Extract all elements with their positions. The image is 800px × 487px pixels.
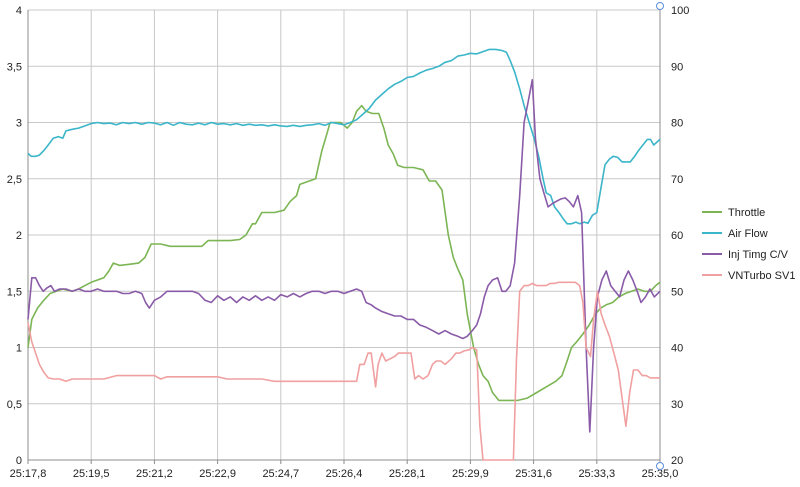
x-tick-label: 25:29,9 <box>452 468 489 480</box>
series-line-inj-timg-c-v <box>27 79 661 433</box>
axis-selection-handle[interactable] <box>656 2 664 10</box>
y-left-tick-label: 4 <box>16 5 22 17</box>
x-tick-label: 25:31,6 <box>515 468 552 480</box>
series-line-air-flow <box>27 48 661 225</box>
x-tick-label: 25:35,0 <box>642 468 679 480</box>
x-tick-label: 25:19,5 <box>73 468 110 480</box>
x-tick-label: 25:24,7 <box>262 468 299 480</box>
series-line-throttle <box>27 104 661 402</box>
x-tick-label: 25:21,2 <box>136 468 173 480</box>
series-line-vnturbo-sv1 <box>27 281 660 461</box>
legend-label: Inj Timg C/V <box>728 249 789 261</box>
y-left-tick-label: 0,5 <box>7 399 22 411</box>
y-right-tick-label: 50 <box>671 286 683 298</box>
y-left-tick-label: 2 <box>16 230 22 242</box>
selection-handles[interactable] <box>656 2 664 470</box>
legend-label: Air Flow <box>728 228 768 240</box>
y-right-tick-label: 90 <box>671 61 683 73</box>
x-tick-label: 25:22,9 <box>199 468 236 480</box>
y-left-tick-label: 2,5 <box>7 174 22 186</box>
y-right-tick-label: 100 <box>671 5 689 17</box>
y-left-tick-label: 3,5 <box>7 61 22 73</box>
y-right-tick-label: 20 <box>671 455 683 467</box>
y-left-tick-label: 0 <box>16 455 22 467</box>
x-tick-label: 25:28,1 <box>389 468 426 480</box>
y-right-tick-label: 60 <box>671 230 683 242</box>
axis-selection-handle[interactable] <box>656 462 664 470</box>
y-right-tick-label: 40 <box>671 343 683 355</box>
y-right-tick-label: 70 <box>671 174 683 186</box>
x-tick-label: 25:33,3 <box>578 468 615 480</box>
x-tick-label: 25:17,8 <box>10 468 47 480</box>
series-lines <box>27 48 661 461</box>
legend-label: VNTurbo SV1 <box>728 270 795 282</box>
axes <box>27 10 661 464</box>
y-left-tick-label: 1 <box>16 343 22 355</box>
y-right-tick-label: 80 <box>671 118 683 130</box>
legend: Throttle Air Flow Inj Timg C/V VNTurbo SV1 <box>702 207 795 282</box>
y-right-tick-label: 30 <box>671 399 683 411</box>
gridlines <box>28 9 660 460</box>
y-left-tick-label: 1,5 <box>7 286 22 298</box>
legend-label: Throttle <box>728 207 765 219</box>
tick-labels: 0 0,5 1 1,5 2 2,5 3 3,5 4 20 30 40 50 60 70 80 90 100 25:1… <box>7 5 690 480</box>
x-tick-label: 25:26,4 <box>326 468 363 480</box>
y-left-tick-label: 3 <box>16 118 22 130</box>
